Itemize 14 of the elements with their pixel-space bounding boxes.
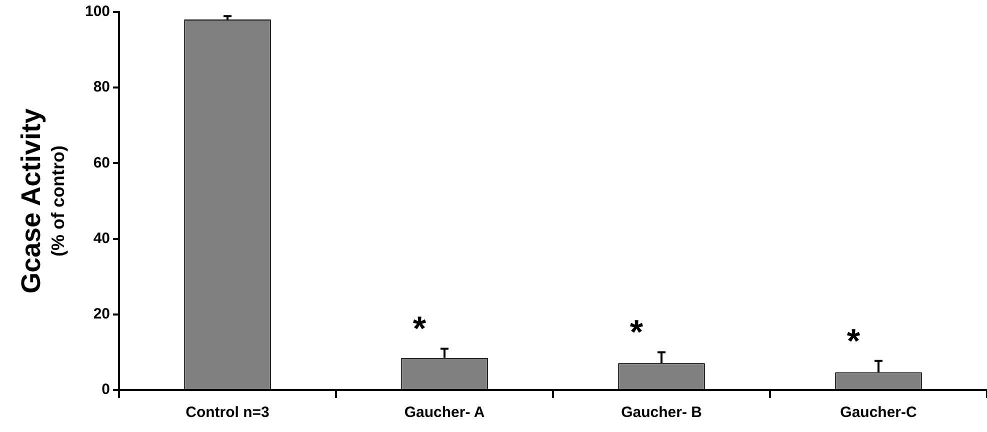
y-tick-label: 20 [93, 306, 110, 323]
x-tick-label: Gaucher- B [621, 404, 702, 422]
annotation: * [630, 314, 644, 352]
y-tick-label: 60 [93, 154, 110, 172]
x-tick-label: Gaucher-C [840, 404, 918, 422]
y-tick-label: 40 [93, 230, 110, 247]
x-tick-label: Control n=3 [186, 404, 270, 422]
y-tick-label: 0 [102, 381, 110, 398]
x-tick-label: Gaucher- A [404, 404, 485, 422]
y-axis-title: Gcase Activity (% of contro) [16, 108, 68, 294]
annotation: * [846, 322, 861, 360]
annotation: * [412, 310, 427, 348]
y-tick-label: 100 [84, 3, 110, 20]
y-tick-label: 80 [93, 78, 110, 96]
